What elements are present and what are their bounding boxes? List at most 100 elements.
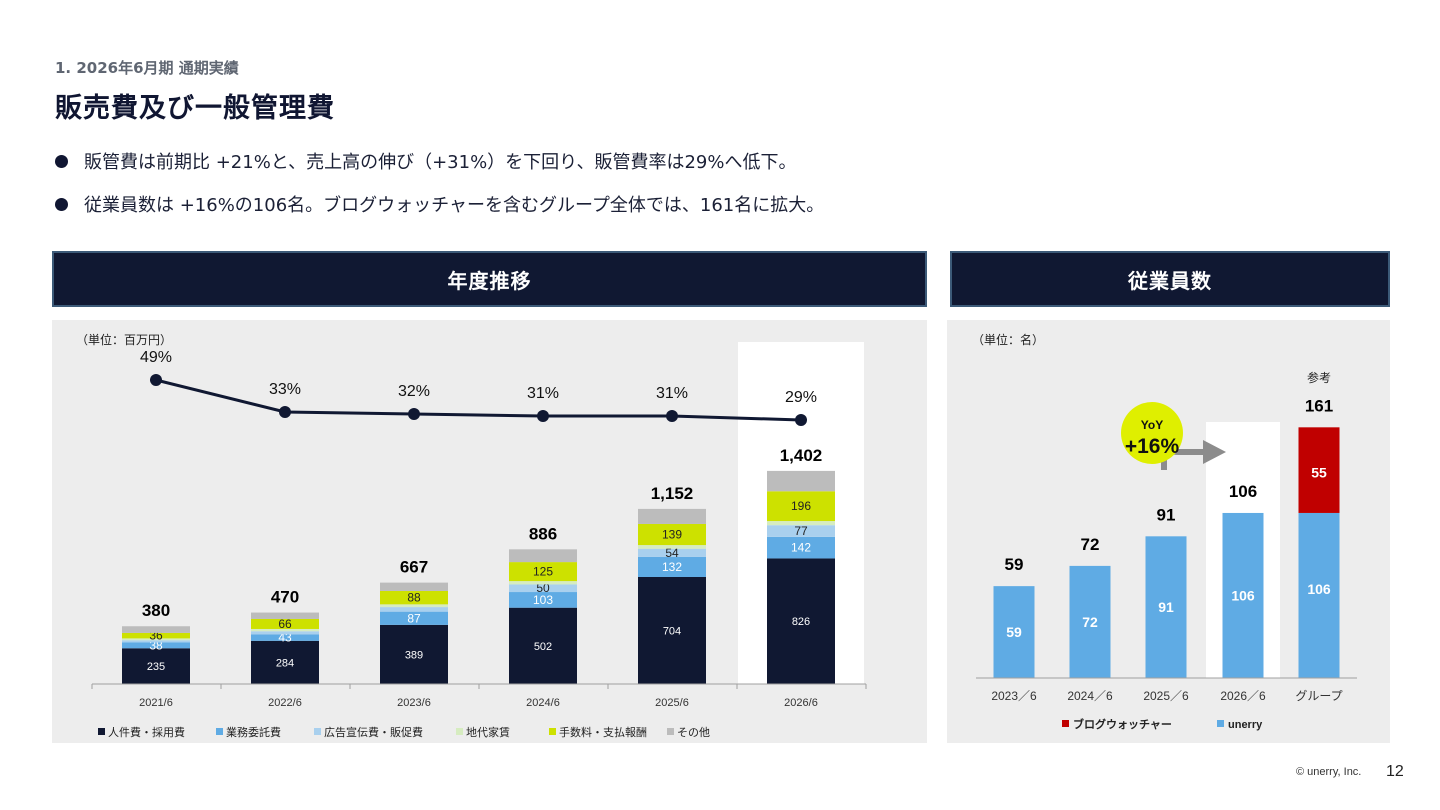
section-header-yearly: 年度推移 [52, 251, 927, 307]
bar-segment [509, 562, 577, 582]
ratio-point [795, 414, 807, 426]
bar-segment [767, 491, 835, 522]
bar-segment [380, 604, 448, 608]
bar-segment [638, 556, 706, 577]
bar-segment [380, 582, 448, 591]
data-label: 91 [1158, 599, 1174, 615]
data-label: 235 [147, 661, 165, 673]
legend-label: unerry [1228, 719, 1263, 731]
bar-segment [122, 638, 190, 641]
ratio-line [155, 378, 802, 422]
sga-chart-panel: （単位：百万円） 235 38 36 380 2021/6 284 43 66 470 2022/6… [52, 320, 927, 743]
bar-segment [767, 536, 835, 559]
total-label: 1,402 [780, 446, 823, 465]
ratio-point [408, 408, 420, 420]
data-label: 106 [1231, 587, 1255, 603]
bar-segment [380, 607, 448, 612]
total-label: 161 [1305, 396, 1333, 415]
legend-swatch [98, 728, 105, 735]
unit-label: （単位：名） [972, 332, 1044, 347]
legend-label: 人件費・採用費 [108, 725, 185, 739]
legend-swatch [549, 728, 556, 735]
yoy-value: +16% [1125, 435, 1180, 458]
ratio-point [537, 410, 549, 422]
bar-segment [1145, 536, 1187, 678]
ratio-label: 29% [785, 389, 817, 406]
ratio-label: 32% [398, 383, 430, 400]
sga-chart: （単位：百万円）23538363802021/628443664702022/6… [76, 332, 867, 739]
data-label: 87 [407, 611, 421, 625]
total-label: 470 [271, 588, 299, 607]
x-tick-label: 2023/6 [397, 697, 431, 709]
data-label: 502 [534, 641, 552, 653]
legend-swatch [314, 728, 321, 735]
bar-segment [638, 545, 706, 549]
x-tick-label: グループ [1295, 689, 1342, 703]
bar-segment [251, 618, 319, 629]
bar-segment [251, 634, 319, 641]
total-label: 106 [1229, 482, 1257, 501]
bullet-dot-icon [55, 197, 68, 211]
ratio-point [150, 374, 162, 386]
total-label: 59 [1005, 555, 1024, 574]
bar-segment [380, 611, 448, 625]
total-label: 886 [529, 524, 557, 543]
legend-label: 地代家賃 [466, 725, 510, 739]
page-title: 販売費及び一般管理費 [55, 93, 335, 124]
total-label: 91 [1157, 505, 1176, 524]
data-label: 196 [791, 499, 811, 513]
bar-segment [1298, 512, 1340, 678]
ratio-point [666, 410, 678, 422]
bar-segment [767, 558, 835, 684]
x-tick-label: 2026/6 [784, 697, 818, 709]
bullet-text: 販管費は前期比 +21%と、売上高の伸び（+31%）を下回り、販管費率は29%へ… [84, 152, 797, 173]
bar-segment [509, 549, 577, 563]
bar-segment [1222, 512, 1264, 678]
x-tick-label: 2025／6 [1143, 689, 1189, 703]
legend-label: 手数料・支払報酬 [559, 725, 647, 739]
total-label: 380 [142, 601, 170, 620]
ratio-label: 31% [656, 385, 688, 402]
data-label: 142 [791, 541, 811, 555]
x-tick-label: 2023／6 [991, 689, 1037, 703]
employee-chart: （単位：名） 59 59 2023／6 72 72 2024／6 91 91 2025／6 106 1… [972, 332, 1357, 731]
bullet-item-employees: 従業員数は +16%の106名。ブログウォッチャーを含むグループ全体では、161… [55, 191, 824, 217]
x-tick-label: 2021/6 [139, 697, 173, 709]
legend-swatch [1062, 720, 1069, 727]
total-label: 72 [1081, 535, 1100, 554]
section-header-employees: 従業員数 [950, 251, 1390, 307]
legend-label: その他 [677, 726, 710, 739]
bar-segment [767, 521, 835, 526]
total-label: 667 [400, 558, 428, 577]
data-label: 826 [792, 616, 810, 628]
bar-segment [122, 626, 190, 633]
legend-label: 広告宣伝費・販促費 [324, 725, 423, 739]
bar-segment [509, 584, 577, 593]
bar-segment [251, 628, 319, 632]
yoy-caption: YoY [1141, 418, 1163, 432]
data-label: 125 [533, 565, 553, 579]
bar-segment [380, 590, 448, 605]
yoy-badge [1121, 402, 1183, 464]
x-tick-label: 2026／6 [1220, 689, 1266, 703]
data-label: 284 [276, 657, 294, 669]
bar-segment [509, 607, 577, 684]
bar-segment [122, 632, 190, 639]
data-label: 54 [665, 546, 679, 560]
ratio-label: 49% [140, 349, 172, 366]
employee-chart-panel: （単位：名） 59 59 2023／6 72 72 2024／6 91 91 2025／6 106 1… [947, 320, 1390, 743]
legend-swatch [216, 728, 223, 735]
page-number: 12 [1386, 763, 1404, 780]
data-label: 66 [278, 617, 292, 631]
bullet-list: 販管費は前期比 +21%と、売上高の伸び（+31%）を下回り、販管費率は29%へ… [55, 148, 824, 234]
bullet-text: 従業員数は +16%の106名。ブログウォッチャーを含むグループ全体では、161… [84, 195, 825, 216]
x-tick-label: 2024／6 [1067, 689, 1113, 703]
data-label: 132 [662, 560, 682, 574]
bar-segment [251, 612, 319, 619]
total-label: 1,152 [651, 484, 694, 503]
bar-segment [638, 508, 706, 524]
yoy-arrowhead-icon [1203, 440, 1226, 464]
reference-label: 参考 [1307, 370, 1331, 385]
bar-segment [993, 586, 1035, 678]
data-label: 55 [1311, 464, 1327, 480]
